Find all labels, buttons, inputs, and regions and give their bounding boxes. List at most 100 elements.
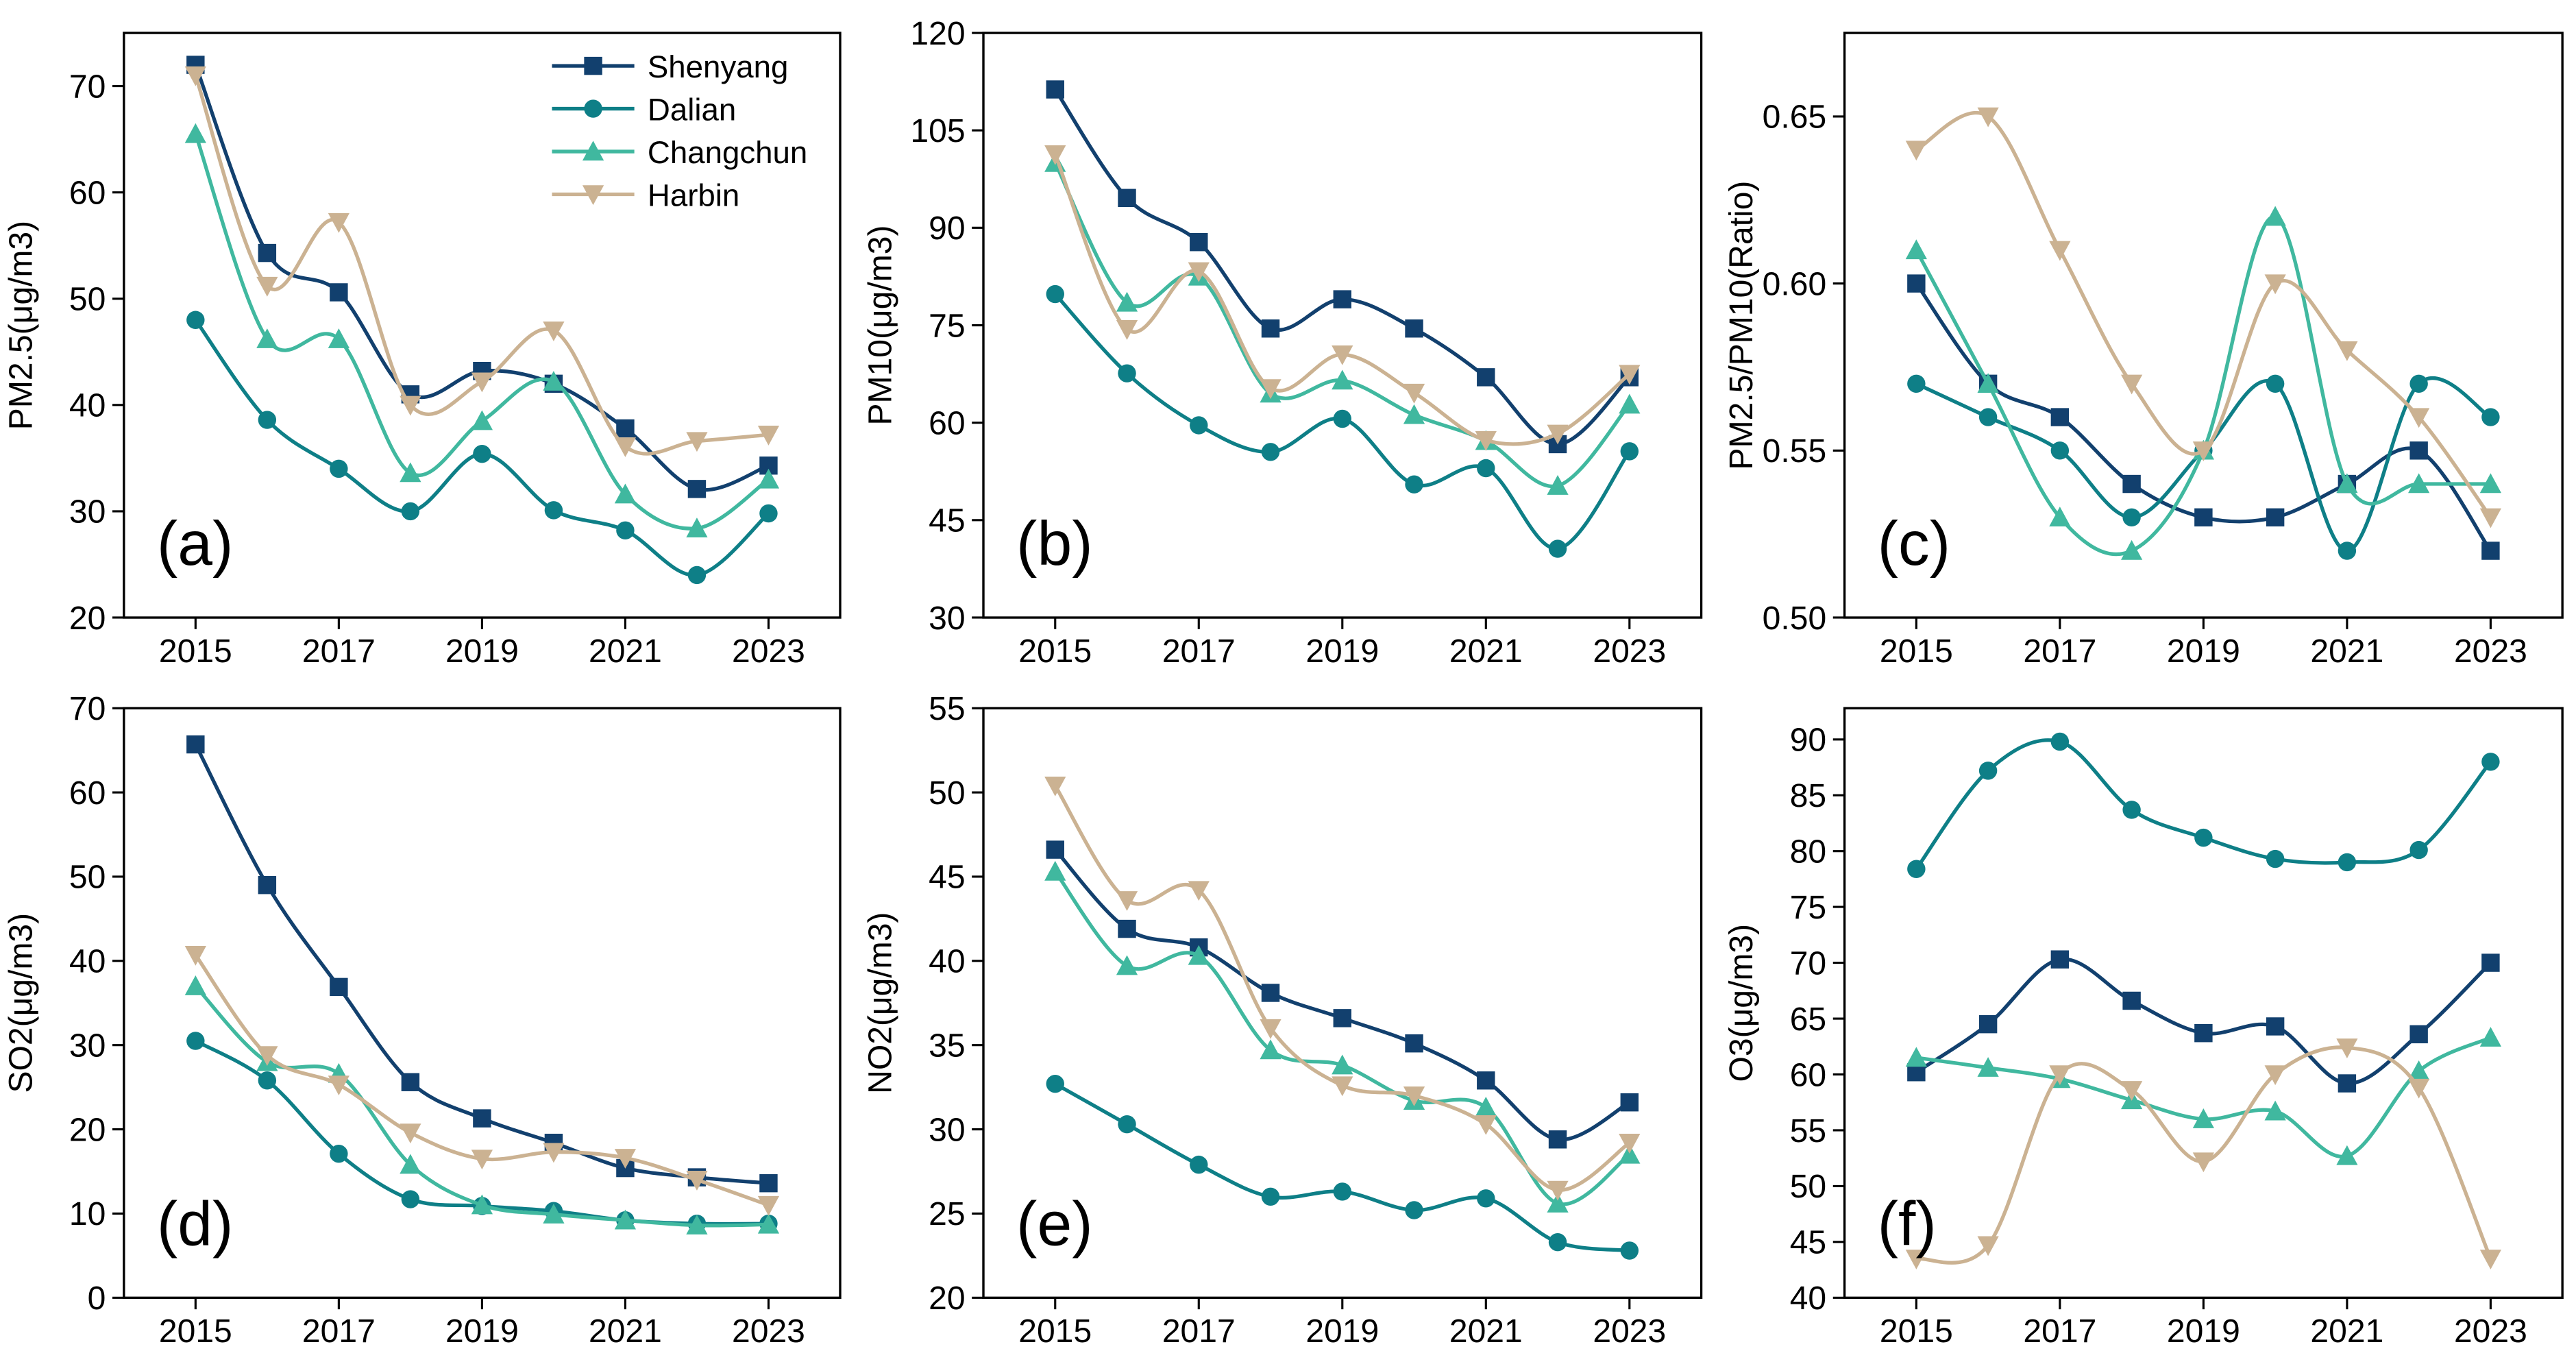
x-tick-label: 2021 <box>1449 633 1523 670</box>
y-axis-label: PM2.5/PM10(Ratio) <box>1724 181 1760 470</box>
marker <box>1547 474 1569 495</box>
marker <box>1907 274 1926 293</box>
marker <box>1405 1034 1423 1053</box>
y-tick-label: 65 <box>1790 1001 1826 1038</box>
marker <box>1619 1133 1641 1154</box>
marker <box>1046 80 1064 99</box>
marker <box>2408 1060 2430 1080</box>
marker <box>2408 408 2430 428</box>
marker <box>2266 849 2285 868</box>
x-tick-label: 2019 <box>1305 633 1379 670</box>
marker <box>686 518 708 537</box>
marker <box>1044 145 1066 165</box>
marker <box>1977 373 1999 393</box>
series-line <box>1053 88 1631 446</box>
y-axis-label: SO2(μg/m3) <box>3 913 39 1093</box>
marker <box>1044 860 1066 881</box>
panel-label: (a) <box>157 509 234 579</box>
plot-frame <box>123 32 842 619</box>
marker <box>1547 1180 1569 1201</box>
marker <box>2338 853 2357 872</box>
y-tick-label: 85 <box>1790 778 1826 814</box>
marker <box>258 411 277 429</box>
marker <box>2122 991 2141 1010</box>
marker <box>2481 753 2500 771</box>
panel: 30 45 60 75 90 105 120 2015 2017 2019 2021 2023 PM10… <box>862 16 1703 670</box>
marker <box>2192 1152 2214 1173</box>
x-tick-label: 2023 <box>2454 633 2527 670</box>
x-tick-label: 2023 <box>1593 1313 1666 1350</box>
y-tick-label: 0.50 <box>1763 600 1827 637</box>
x-tick-label: 2019 <box>2167 633 2240 670</box>
marker <box>1332 1054 1353 1075</box>
marker <box>1118 364 1136 382</box>
marker <box>2408 473 2430 494</box>
marker <box>1116 291 1138 312</box>
series-line <box>193 75 769 456</box>
x-tick-label: 2023 <box>2454 1313 2527 1350</box>
y-tick-label: 55 <box>1790 1113 1826 1150</box>
marker <box>2481 408 2500 426</box>
marker <box>1477 459 1495 478</box>
marker <box>1475 1096 1497 1117</box>
marker <box>1907 374 1926 393</box>
x-tick-label: 2015 <box>1018 633 1092 670</box>
marker <box>1332 345 1353 365</box>
series-line <box>1053 870 1631 1206</box>
y-tick-label: 60 <box>69 775 106 812</box>
marker <box>614 1149 637 1169</box>
marker <box>2122 508 2141 526</box>
series-line <box>1053 784 1631 1192</box>
series-line <box>1054 1082 1630 1253</box>
marker <box>400 462 421 483</box>
x-tick-label: 2019 <box>445 633 519 670</box>
y-tick-label: 20 <box>69 1112 106 1148</box>
marker <box>1403 1086 1425 1107</box>
marker <box>186 311 205 329</box>
marker <box>256 1046 278 1067</box>
y-axis-label: PM10(μg/m3) <box>862 226 898 426</box>
series-line <box>1915 376 2492 553</box>
marker <box>2409 1025 2428 1044</box>
marker <box>1333 1009 1352 1027</box>
marker <box>1190 416 1208 435</box>
panel: 40 45 50 55 60 65 70 75 80 85 90 2015 2017 2019 2021 20… <box>1724 707 2564 1350</box>
y-tick-label: 50 <box>69 860 106 896</box>
x-tick-label: 2021 <box>589 633 662 670</box>
marker <box>2049 1065 2071 1086</box>
marker <box>258 243 277 263</box>
marker <box>1475 1115 1497 1135</box>
y-tick-label: 45 <box>929 860 965 896</box>
marker <box>687 566 707 585</box>
plot-frame <box>982 707 1703 1299</box>
marker <box>471 1150 493 1170</box>
x-tick-label: 2019 <box>445 1313 519 1350</box>
marker <box>2336 1038 2358 1059</box>
y-tick-label: 60 <box>929 406 965 442</box>
y-tick-label: 70 <box>69 691 106 727</box>
y-tick-label: 20 <box>929 1280 965 1317</box>
marker <box>1333 409 1352 428</box>
marker <box>2050 732 2070 751</box>
marker <box>1261 1187 1280 1206</box>
series-line <box>1915 215 2491 557</box>
legend-label: Harbin <box>648 178 739 212</box>
marker <box>2192 441 2214 461</box>
marker <box>582 185 604 206</box>
marker <box>1116 891 1138 911</box>
marker <box>757 426 780 446</box>
marker <box>2336 473 2358 494</box>
marker <box>258 1071 277 1090</box>
marker <box>473 1109 491 1128</box>
marker <box>1477 1071 1495 1090</box>
marker <box>543 371 565 391</box>
plot-frame <box>1843 32 2564 619</box>
x-tick-label: 2015 <box>159 1313 232 1350</box>
marker <box>2409 840 2428 860</box>
marker <box>256 276 278 297</box>
marker <box>1261 984 1280 1002</box>
marker <box>2409 441 2428 460</box>
y-tick-label: 20 <box>69 600 106 637</box>
marker <box>614 483 637 504</box>
marker <box>584 56 602 75</box>
